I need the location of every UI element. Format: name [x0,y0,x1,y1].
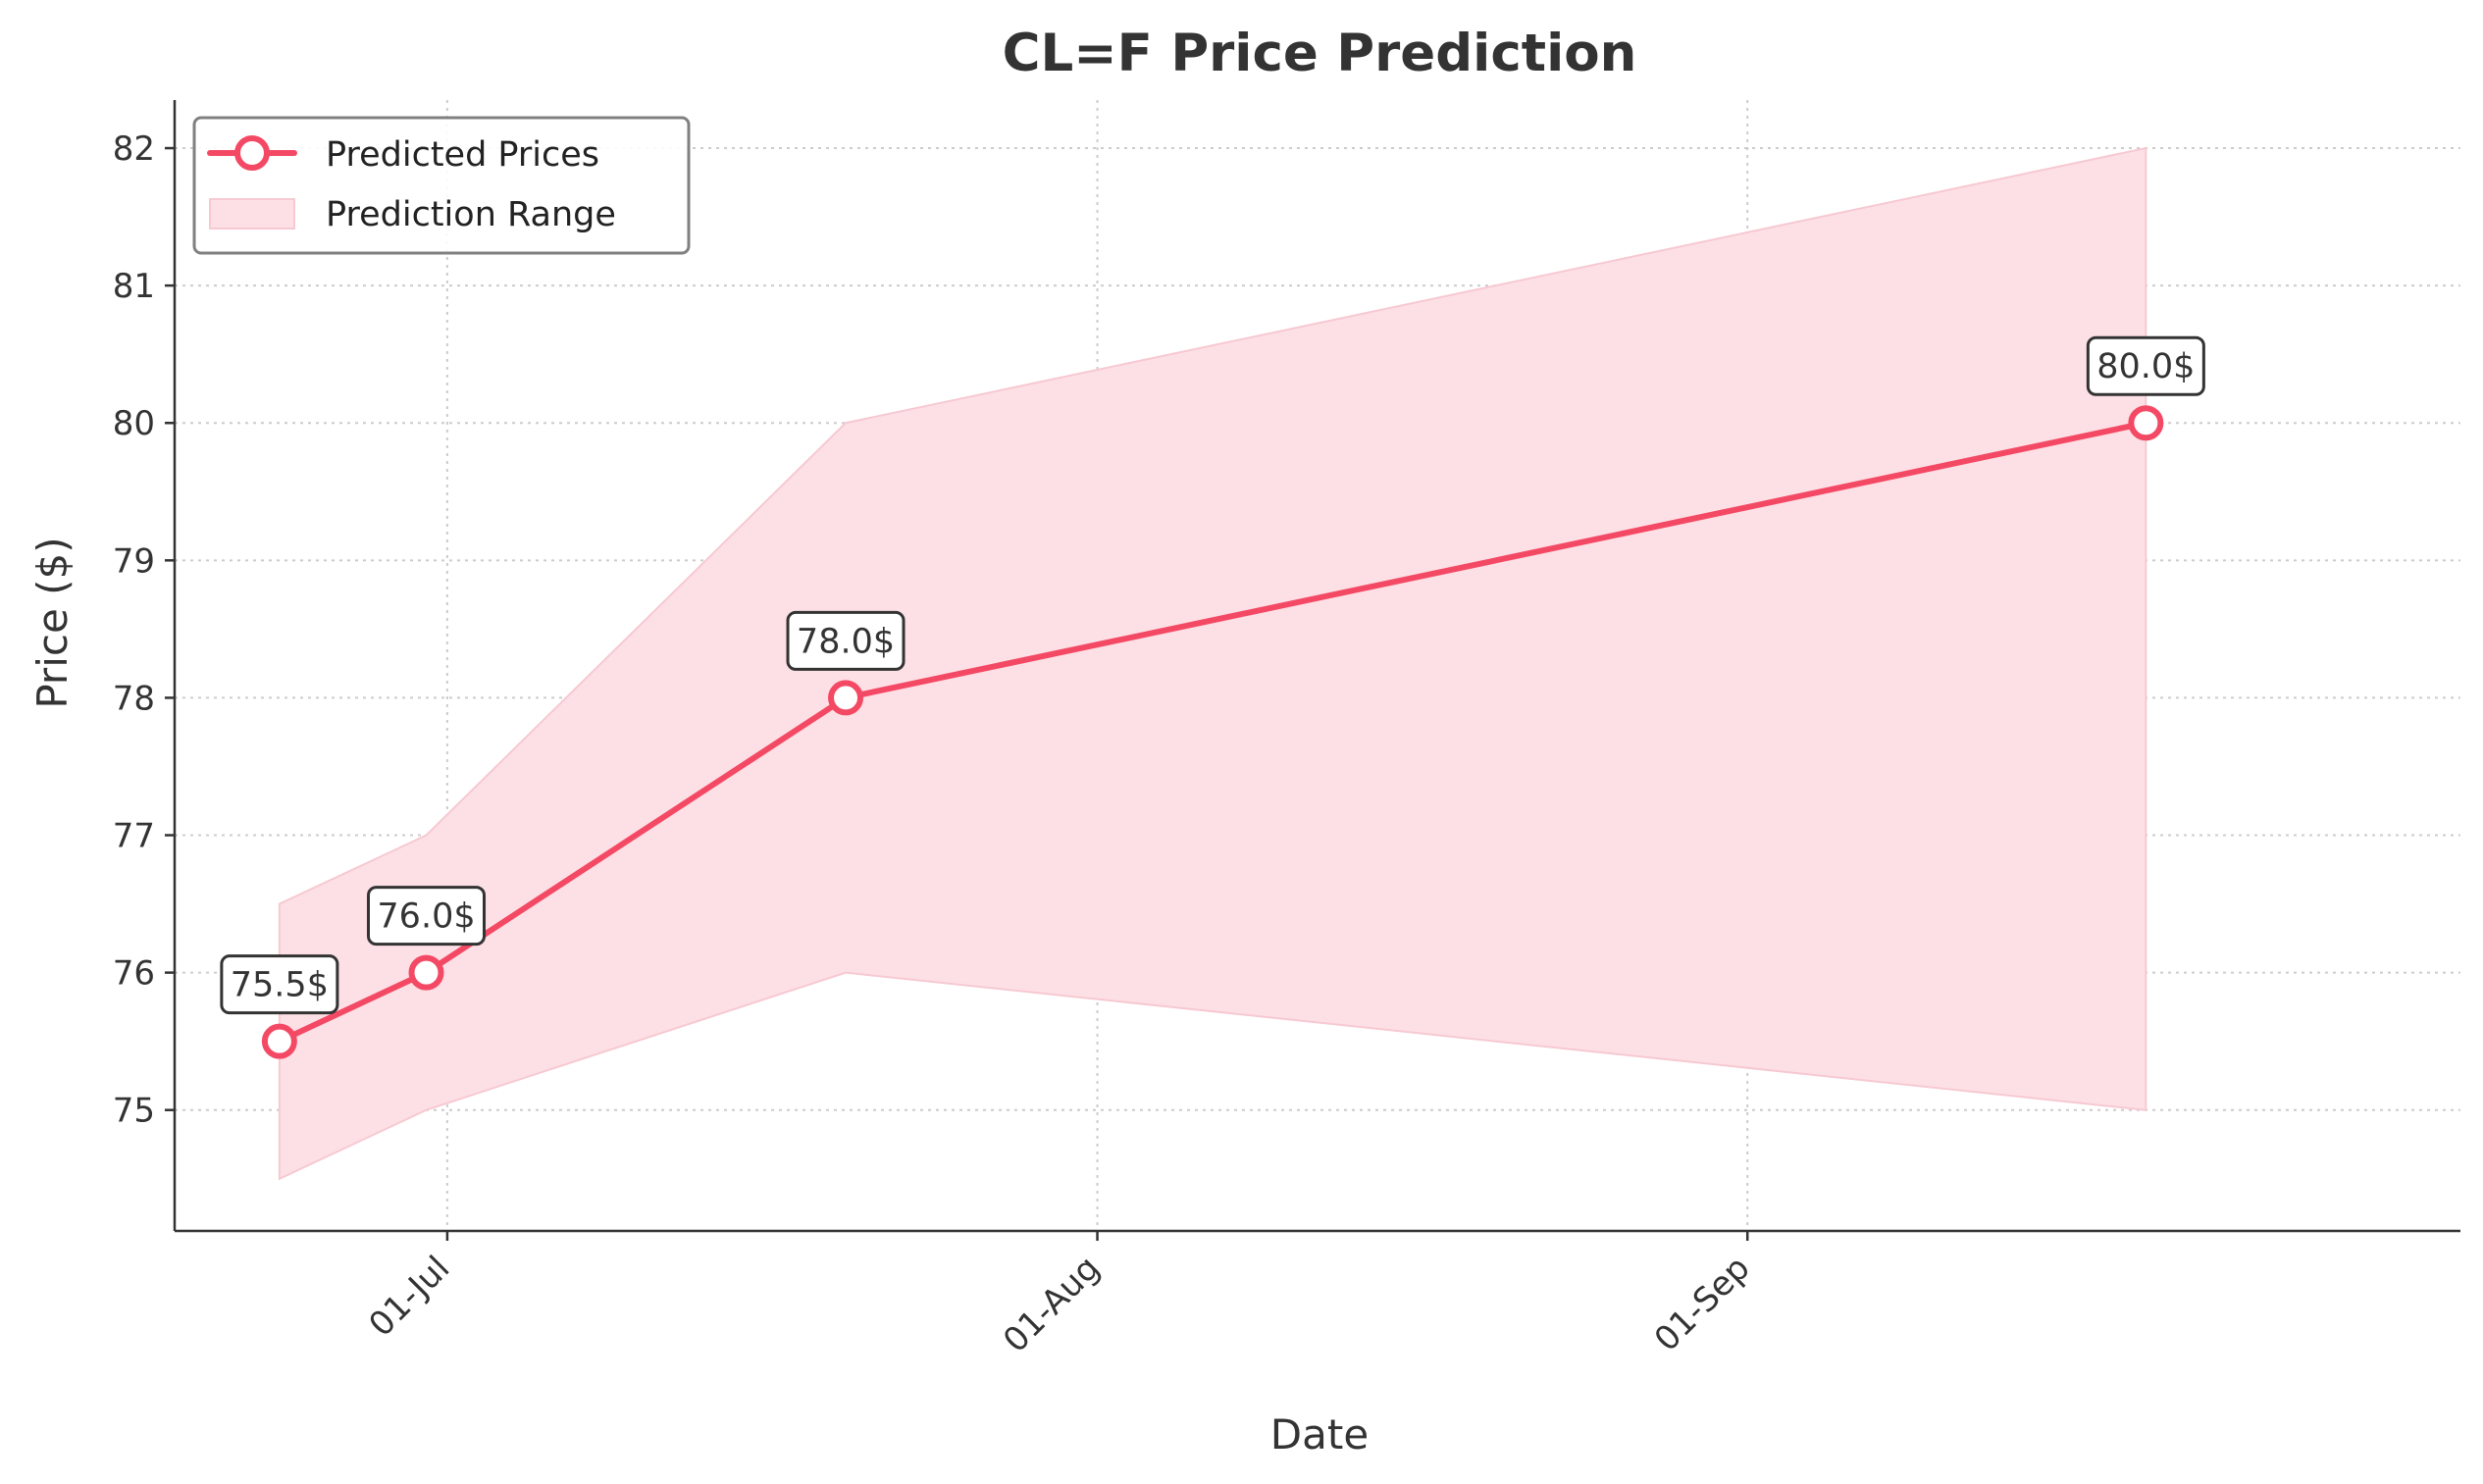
y-tick-label: 81 [113,267,155,306]
predicted-price-marker [828,680,864,716]
chart-title: CL=F Price Prediction [1003,24,1637,83]
data-label-box [2086,335,2205,396]
data-label: 80.0$ [2096,347,2195,386]
data-label-box [786,610,905,671]
y-axis-ticks: 75 76 77 78 79 80 81 82 [113,129,175,1131]
x-axis-ticks: 01-Jul 01-Aug 01-Sep [361,1231,1758,1360]
legend-prediction-range: Prediction Range [326,195,616,234]
y-tick-label: 78 [113,679,155,718]
y-axis-label: Price ($) [28,537,77,708]
legend-predicted-prices: Predicted Prices [326,135,599,175]
y-tick-label: 75 [113,1092,155,1131]
data-labels: 75.5$ 76.0$ 78.0$ 80.0$ [220,335,2205,1015]
prediction-range-area [278,146,2147,1181]
predicted-prices-series [261,405,2164,1059]
x-tick-label: 01-Aug [996,1249,1108,1360]
axes [173,100,2460,1233]
legend: Predicted Prices Prediction Range [192,116,691,255]
data-label: 78.0$ [797,622,895,661]
y-tick-label: 80 [113,404,155,443]
x-tick-label: 01-Sep [1647,1249,1758,1359]
data-label: 75.5$ [231,966,329,1005]
data-label-box [367,886,487,947]
data-label: 76.0$ [377,897,475,937]
predicted-price-marker [408,954,444,991]
predicted-price-marker [2128,405,2164,441]
predicted-prices-line [278,420,2147,1045]
data-label-box [220,954,339,1015]
legend-box [192,116,691,255]
legend-marker-swatch [234,135,270,171]
y-tick-label: 76 [113,954,155,994]
y-tick-label: 79 [113,541,155,581]
y-tick-label: 77 [113,817,155,856]
x-axis-label: Date [1270,1410,1369,1458]
y-tick-label: 82 [113,129,155,169]
legend-range-swatch [209,198,295,230]
predicted-price-marker [261,1023,297,1059]
prediction-range-band [278,146,2147,1181]
x-tick-label: 01-Jul [361,1249,457,1345]
